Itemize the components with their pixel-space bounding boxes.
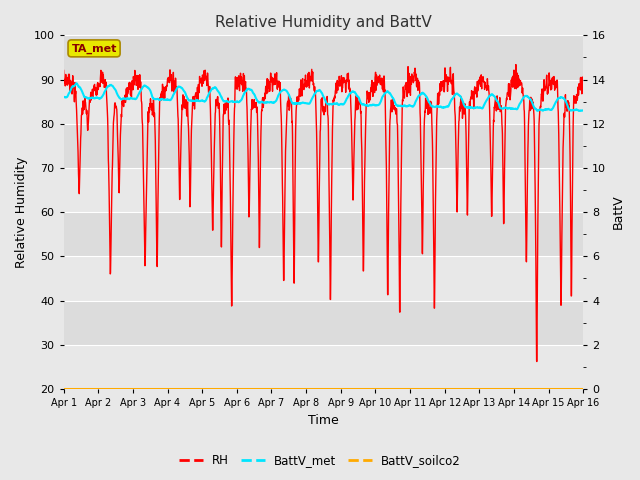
X-axis label: Time: Time	[308, 414, 339, 427]
Bar	[63, 80, 583, 124]
Bar	[63, 256, 583, 300]
Bar	[63, 345, 583, 389]
Bar	[63, 168, 583, 212]
Text: TA_met: TA_met	[72, 43, 116, 53]
Y-axis label: BattV: BattV	[612, 195, 625, 229]
Title: Relative Humidity and BattV: Relative Humidity and BattV	[215, 15, 432, 30]
Bar	[63, 300, 583, 345]
Bar	[63, 212, 583, 256]
Legend: RH, BattV_met, BattV_soilco2: RH, BattV_met, BattV_soilco2	[175, 449, 465, 472]
Bar	[63, 36, 583, 80]
Bar	[63, 124, 583, 168]
Y-axis label: Relative Humidity: Relative Humidity	[15, 156, 28, 268]
